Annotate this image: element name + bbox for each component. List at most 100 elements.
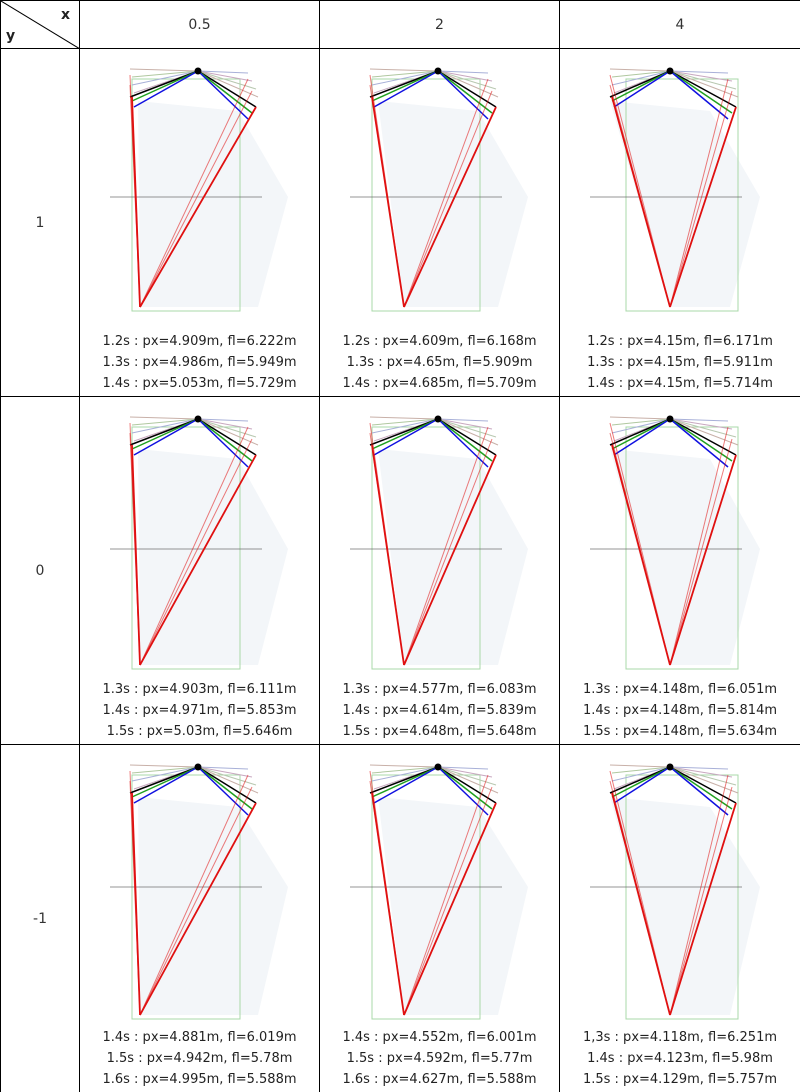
caption-line: 1.5s : px=4.129m, fl=5.757m bbox=[582, 1072, 778, 1087]
leg-line bbox=[403, 106, 497, 308]
fan-line bbox=[669, 418, 739, 446]
diagram-cell: 1.3s : px=4.148m, fl=6.051m 1.4s : px=4.… bbox=[559, 396, 800, 744]
fan-line bbox=[437, 70, 499, 98]
caption-line: 1.2s : px=4.15m, fl=6.171m bbox=[587, 334, 773, 349]
fan-line bbox=[369, 764, 439, 768]
fan-line bbox=[131, 70, 199, 78]
arm-line bbox=[669, 418, 729, 468]
pivot-dot bbox=[434, 415, 442, 423]
arm-line bbox=[669, 766, 737, 804]
caption-line: 1.3s : px=4.986m, fl=5.949m bbox=[102, 355, 297, 370]
fan-line bbox=[129, 68, 199, 72]
leg-line bbox=[669, 426, 729, 666]
fan-line bbox=[197, 70, 259, 98]
leg-line bbox=[371, 444, 405, 666]
arm-line bbox=[437, 418, 493, 462]
caption-line: 1.5s : px=4.592m, fl=5.77m bbox=[346, 1051, 533, 1066]
diagram-cell: 1.4s : px=4.881m, fl=6.019m 1.5s : px=4.… bbox=[79, 744, 319, 1092]
arm-line bbox=[669, 418, 737, 456]
arm-line bbox=[437, 418, 489, 468]
leg-line bbox=[139, 786, 253, 1016]
fan-line bbox=[437, 70, 489, 74]
pose-diagram bbox=[110, 763, 288, 1020]
frame-box bbox=[131, 774, 241, 1020]
corner-diagonal bbox=[1, 1, 79, 48]
leg-line bbox=[403, 438, 493, 666]
leg-line bbox=[669, 802, 737, 1016]
diagram-cell: 1.2s : px=4.15m, fl=6.171m 1.3s : px=4.1… bbox=[559, 48, 800, 396]
diagram-cell: 1.3s : px=4.903m, fl=6.111m 1.4s : px=4.… bbox=[79, 396, 319, 744]
fan-line bbox=[371, 70, 439, 86]
arm-line bbox=[371, 70, 439, 102]
caption-line: 1.6s : px=4.627m, fl=5.588m bbox=[342, 1072, 537, 1087]
diagram-cell: 1.3s : px=4.577m, fl=6.083m 1.4s : px=4.… bbox=[319, 396, 559, 744]
caption-line: 1.5s : px=5.03m, fl=5.646m bbox=[106, 724, 293, 739]
fan-line bbox=[197, 418, 259, 446]
caption-line: 1.3s : px=4.65m, fl=5.909m bbox=[346, 355, 533, 370]
fan-line bbox=[669, 418, 729, 422]
fan-line bbox=[129, 764, 199, 768]
fan-line bbox=[197, 766, 249, 770]
fan-line bbox=[437, 418, 499, 446]
fan-line bbox=[609, 764, 671, 768]
fan-line bbox=[669, 70, 739, 98]
pivot-dot bbox=[666, 415, 674, 423]
fan-line bbox=[131, 766, 199, 782]
leg-line bbox=[403, 426, 489, 666]
leg-line bbox=[371, 96, 405, 308]
arm-line bbox=[371, 418, 439, 450]
pose-diagram bbox=[110, 67, 288, 312]
fan-line bbox=[437, 418, 497, 438]
fan-line bbox=[669, 766, 733, 778]
caption-line: 1.4s : px=4.148m, fl=5.814m bbox=[582, 703, 778, 718]
caption-line: 1.4s : px=4.552m, fl=6.001m bbox=[342, 1030, 537, 1045]
fan-line bbox=[437, 70, 497, 90]
shadow-area bbox=[138, 101, 288, 307]
arm-line bbox=[611, 418, 671, 450]
fan-line bbox=[609, 416, 671, 420]
corner-header: x y bbox=[0, 0, 79, 48]
arm-line bbox=[197, 766, 257, 804]
fan-line bbox=[669, 766, 737, 786]
fan-line bbox=[437, 766, 493, 778]
arm-line bbox=[197, 766, 249, 816]
leg-line bbox=[403, 774, 489, 1016]
leg-line bbox=[611, 96, 671, 308]
x-axis-label: x bbox=[60, 7, 70, 23]
arm-line bbox=[197, 418, 257, 456]
caption-line: 1.3s : px=4.903m, fl=6.111m bbox=[102, 682, 297, 697]
leg-line bbox=[371, 792, 405, 1016]
caption-line: 1.4s : px=4.881m, fl=6.019m bbox=[102, 1030, 297, 1045]
arm-line bbox=[371, 766, 439, 798]
pose-diagram bbox=[350, 763, 528, 1020]
caption-line: 1.6s : px=4.995m, fl=5.588m bbox=[102, 1072, 297, 1087]
arm-line bbox=[197, 418, 249, 468]
arm-line bbox=[197, 418, 253, 462]
fan-line bbox=[131, 766, 199, 774]
arm-line bbox=[197, 70, 249, 120]
fan-line bbox=[369, 416, 439, 420]
shadow-area bbox=[138, 797, 288, 1015]
leg-line bbox=[403, 454, 497, 666]
fan-line bbox=[669, 70, 729, 74]
caption-line: 1.4s : px=4.971m, fl=5.853m bbox=[102, 703, 297, 718]
leg-line bbox=[403, 786, 493, 1016]
frame-box bbox=[371, 774, 481, 1020]
arm-line bbox=[133, 418, 199, 456]
arm-line bbox=[131, 766, 199, 798]
diagram-cell: 1.2s : px=4.909m, fl=6.222m 1.3s : px=4.… bbox=[79, 48, 319, 396]
leg-line bbox=[669, 106, 737, 308]
caption-line: 1.2s : px=4.609m, fl=6.168m bbox=[342, 334, 537, 349]
shadow-area bbox=[378, 449, 528, 665]
fan-line bbox=[197, 70, 249, 74]
shadow-area bbox=[610, 449, 760, 665]
column-header: 4 bbox=[559, 0, 800, 48]
frame-box bbox=[371, 78, 481, 312]
caption-line: 1.4s : px=4.685m, fl=5.709m bbox=[342, 376, 537, 391]
pivot-dot bbox=[434, 763, 442, 771]
fan-line bbox=[611, 70, 671, 86]
shadow-area bbox=[378, 797, 528, 1015]
pose-diagram bbox=[110, 415, 288, 670]
frame-box bbox=[131, 78, 241, 312]
fan-line bbox=[197, 418, 257, 438]
